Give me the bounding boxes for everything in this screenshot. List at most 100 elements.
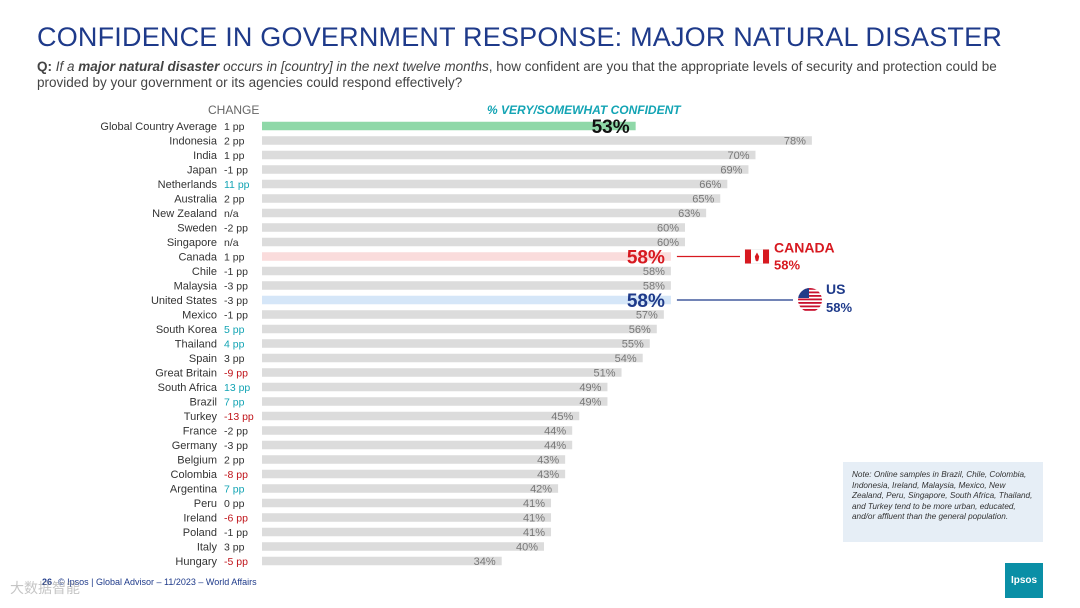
change-value: 1 pp	[224, 252, 245, 264]
country-label: Netherlands	[158, 179, 218, 191]
data-label: 55%	[622, 339, 644, 351]
country-label: Brazil	[189, 397, 217, 409]
data-label: 70%	[727, 150, 749, 162]
change-value: 11 pp	[224, 179, 250, 191]
bar	[262, 121, 636, 131]
series-label: % VERY/SOMEWHAT CONFIDENT	[487, 103, 682, 117]
bar	[262, 353, 643, 363]
country-label: Thailand	[175, 339, 217, 351]
data-label: 41%	[523, 527, 545, 539]
us-callout-value: 58%	[826, 300, 852, 315]
change-value: 2 pp	[224, 136, 245, 148]
data-label: 58%	[643, 266, 665, 278]
change-value: 0 pp	[224, 498, 245, 510]
country-label: Peru	[194, 498, 217, 510]
change-value: -2 pp	[224, 426, 248, 438]
change-value: 3 pp	[224, 542, 245, 554]
change-value: 7 pp	[224, 484, 245, 496]
data-label: 40%	[516, 542, 538, 554]
bar	[262, 527, 552, 537]
data-label: 58%	[643, 281, 665, 293]
country-label: Australia	[174, 194, 218, 206]
data-label: 45%	[551, 411, 573, 423]
country-label: Indonesia	[169, 136, 218, 148]
data-label: 51%	[594, 368, 616, 380]
bar	[262, 136, 812, 145]
change-value: n/a	[224, 237, 239, 249]
bar	[262, 382, 608, 392]
bar	[262, 266, 671, 276]
country-label: Turkey	[184, 411, 218, 423]
methodology-note: Note: Online samples in Brazil, Chile, C…	[843, 462, 1043, 542]
bar	[262, 179, 728, 189]
bar	[262, 281, 671, 290]
question-prefix: Q:	[37, 59, 52, 74]
bar	[262, 310, 664, 319]
country-label: Singapore	[167, 237, 217, 249]
change-value: -1 pp	[224, 266, 248, 278]
canada-flag-band-left	[745, 249, 751, 264]
question-bold-term: major natural disaster	[78, 59, 220, 74]
data-label: 63%	[678, 208, 700, 220]
data-label: 58%	[627, 248, 665, 269]
question-part-1: If a	[52, 59, 79, 74]
change-value: -6 pp	[224, 513, 248, 525]
bar	[262, 194, 721, 203]
bar	[262, 252, 671, 261]
change-value: 4 pp	[224, 339, 245, 351]
country-label: Germany	[172, 440, 218, 452]
change-value: -9 pp	[224, 368, 248, 380]
bar	[262, 150, 756, 160]
change-value: -1 pp	[224, 165, 248, 177]
footer-text: © Ipsos | Global Advisor – 11/2023 – Wor…	[58, 577, 257, 587]
footer: 26 © Ipsos | Global Advisor – 11/2023 – W…	[42, 577, 257, 587]
change-value: 2 pp	[224, 455, 245, 467]
country-label: France	[183, 426, 217, 438]
bar	[262, 397, 608, 406]
watermark: 大数据智能	[10, 580, 80, 596]
bar	[262, 208, 707, 218]
data-label: 53%	[592, 117, 630, 138]
bar	[262, 324, 657, 334]
country-label: Argentina	[170, 484, 218, 496]
country-label: Hungary	[175, 556, 217, 568]
canada-flag-band-right	[763, 249, 769, 264]
us-flag-icon	[798, 288, 822, 312]
data-label: 78%	[784, 136, 806, 148]
country-label: Great Britain	[155, 368, 217, 380]
page-title: CONFIDENCE IN GOVERNMENT RESPONSE: MAJOR…	[37, 22, 1003, 52]
data-label: 56%	[629, 324, 651, 336]
change-value: -5 pp	[224, 556, 248, 568]
bar	[262, 455, 566, 464]
data-label: 60%	[657, 223, 679, 235]
data-label: 49%	[579, 397, 601, 409]
data-label: 66%	[699, 179, 721, 191]
change-value: 2 pp	[224, 194, 245, 206]
bar	[262, 469, 566, 479]
change-value: n/a	[224, 208, 239, 220]
data-label: 44%	[544, 440, 566, 452]
bar	[262, 223, 685, 232]
bar	[262, 498, 552, 508]
bar	[262, 426, 573, 435]
change-value: -3 pp	[224, 440, 248, 452]
change-value: -13 pp	[224, 411, 254, 423]
country-label: New Zealand	[152, 208, 217, 220]
country-label: Canada	[178, 252, 217, 264]
country-label: Malaysia	[174, 281, 218, 293]
country-label: South Africa	[158, 382, 218, 394]
bar	[262, 440, 573, 450]
canada-callout-name: CANADA	[774, 240, 835, 256]
change-value: 1 pp	[224, 150, 245, 162]
country-label: Global Country Average	[100, 121, 217, 133]
bar	[262, 484, 559, 493]
bar	[262, 368, 622, 377]
change-value: -1 pp	[224, 310, 248, 322]
data-label: 44%	[544, 426, 566, 438]
change-value: -2 pp	[224, 223, 248, 235]
data-label: 43%	[537, 469, 559, 481]
country-label: India	[193, 150, 218, 162]
change-value: 5 pp	[224, 324, 245, 336]
data-label: 41%	[523, 513, 545, 525]
